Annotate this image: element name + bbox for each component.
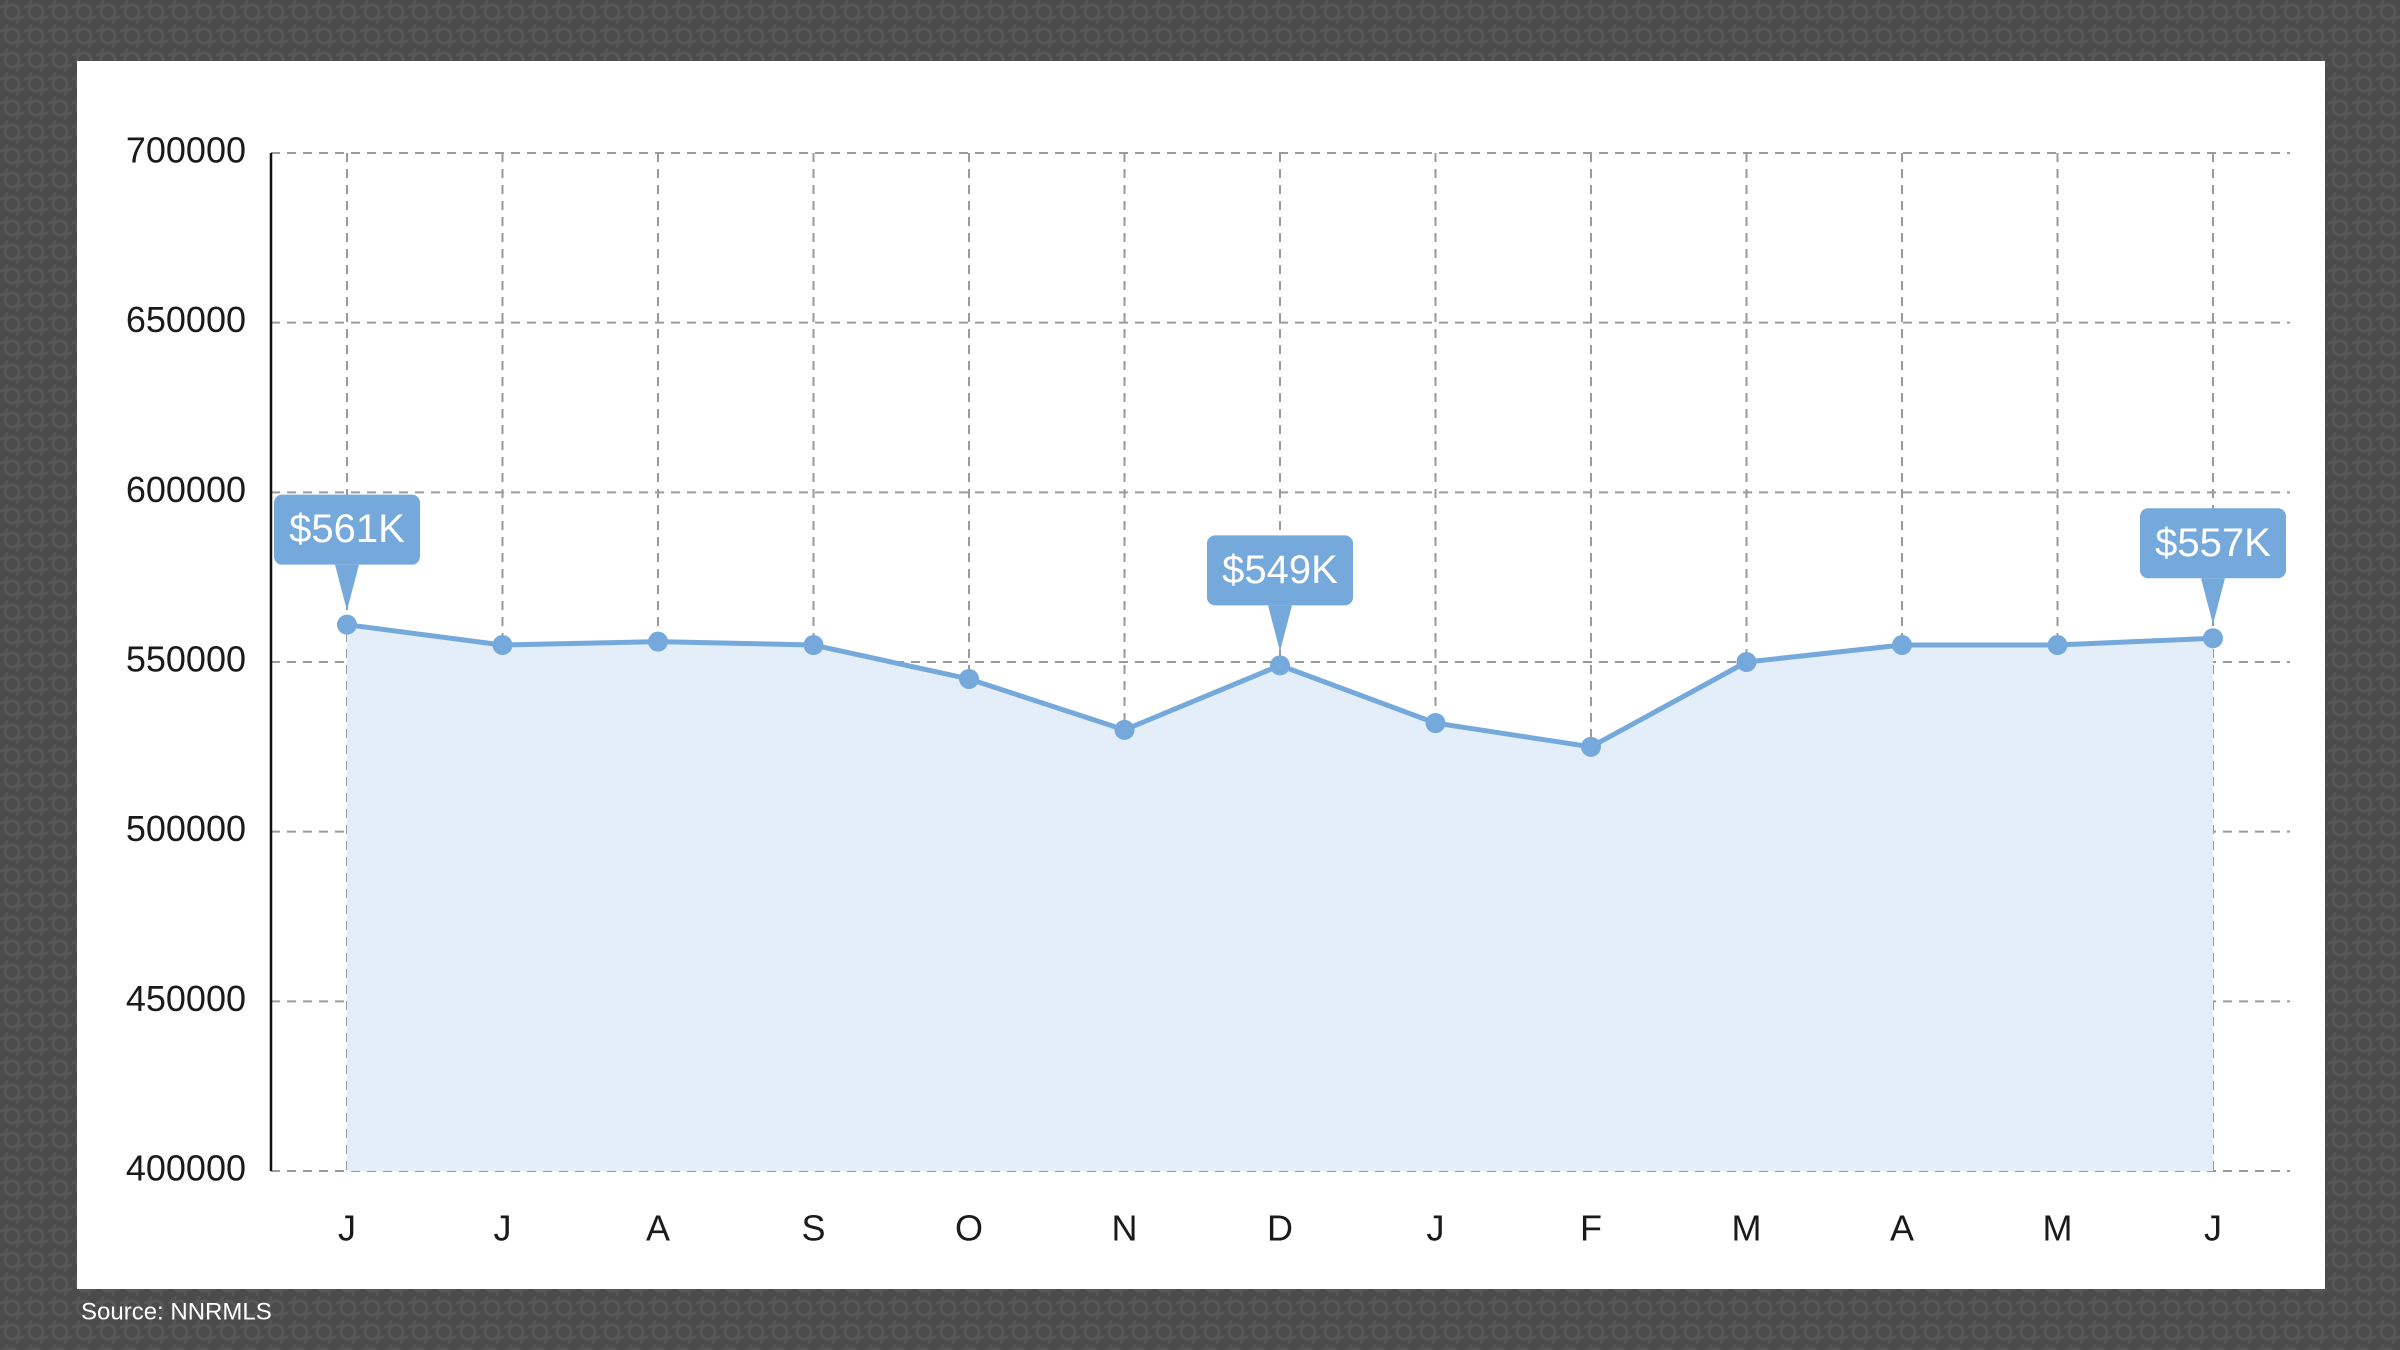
y-tick-label: 550000 [126,639,246,680]
callout [274,494,420,565]
point [337,614,357,635]
point [1425,713,1446,734]
point [648,631,668,652]
point [803,635,824,656]
x-tick-label: A [1890,1208,1914,1249]
x-tick-label: S [801,1208,825,1249]
x-tick-label: M [2043,1208,2073,1249]
point [1581,736,1601,757]
x-tick-label: N [1112,1208,1138,1249]
callout [1207,535,1353,606]
point [2203,628,2223,649]
x-tick-label: F [1580,1208,1602,1249]
point [1114,719,1135,740]
x-tick-label: O [955,1208,983,1249]
y-tick-label: 700000 [126,130,246,171]
point [2047,635,2068,656]
callout [2201,578,2225,625]
x-tick-label: M [1732,1208,1762,1249]
x-tick-label: J [338,1208,356,1249]
data-label: $561K [289,507,405,551]
x-tick-label: J [2204,1208,2222,1249]
point [1892,635,1912,656]
callout [1268,605,1292,652]
y-tick-label: 650000 [126,299,246,340]
x-tick-label: J [494,1208,512,1249]
point [1270,655,1290,676]
y-tick-label: 600000 [126,469,246,510]
y-tick-label: 400000 [126,1148,246,1189]
area [347,624,2213,1171]
y-tick-label: 450000 [126,978,246,1019]
point [492,635,513,656]
source-note: Source: NNRMLS [81,1298,272,1325]
data-label: $549K [1222,548,1338,592]
point [959,668,979,689]
data-label: $557K [2155,521,2271,565]
callout [335,564,359,611]
point [1736,652,1757,672]
x-tick-label: D [1267,1208,1293,1249]
x-tick-label: A [646,1208,670,1249]
y-tick-label: 500000 [126,808,246,849]
x-tick-label: J [1427,1208,1445,1249]
callout [2140,508,2286,579]
